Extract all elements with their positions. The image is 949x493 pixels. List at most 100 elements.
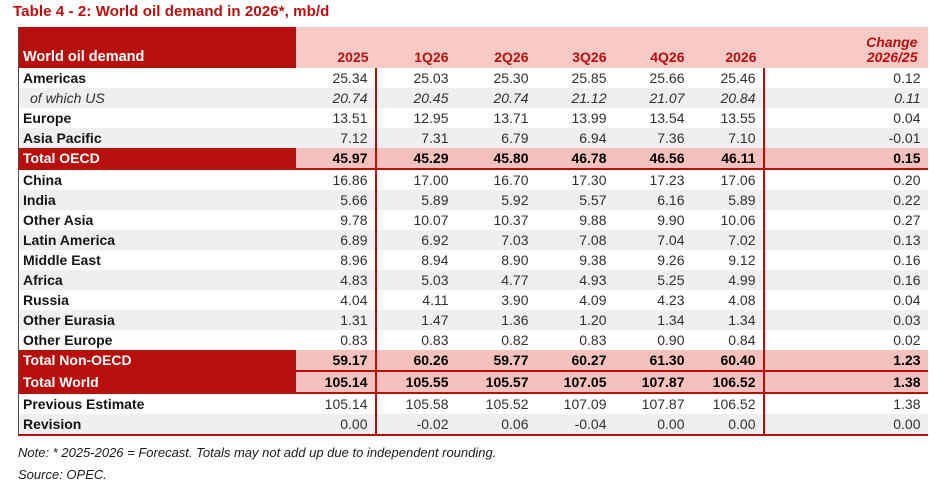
value-cell: 4.99 (691, 270, 765, 290)
value-cell: 10.07 (413, 212, 449, 228)
value-cell: 17.06 (691, 169, 765, 190)
column-header-3q26: 3Q26 (535, 27, 614, 68)
value-cell: 7.10 (691, 128, 765, 148)
value-cell: 3.90 (501, 292, 529, 308)
value-cell: 7.12 (295, 128, 377, 148)
value-cell: 45.80 (455, 148, 536, 170)
row-label: Revision (23, 416, 82, 432)
value-cell: 5.57 (579, 192, 607, 208)
table-row-other-eurasia: Other Eurasia 1.31 1.47 1.36 1.20 1.34 1.34 0.0… (18, 310, 928, 330)
value-cell: 0.15 (763, 148, 928, 170)
value-cell: 7.04 (657, 232, 685, 248)
value-cell: 1.36 (501, 312, 529, 328)
value-cell: 59.77 (455, 350, 536, 372)
footnote-note: Note: * 2025-2026 = Forecast. Totals may… (18, 445, 497, 460)
row-label: of which US (30, 90, 105, 106)
value-cell: 105.14 (295, 371, 377, 394)
value-cell: 16.70 (493, 172, 529, 188)
value-cell: 10.37 (493, 212, 529, 228)
value-cell: 1.38 (763, 371, 928, 394)
table-row-total-oecd: Total OECD 45.97 45.29 45.80 46.78 46.56 46.11… (18, 148, 928, 170)
table-row-middle-east: Middle East 8.96 8.94 8.90 9.38 9.26 9.12 0.16 (18, 250, 928, 270)
value-cell: 0.22 (893, 192, 921, 208)
value-cell: 9.78 (295, 210, 377, 230)
value-cell: 0.00 (893, 416, 921, 432)
value-cell: 7.03 (501, 232, 529, 248)
value-cell: 105.14 (295, 393, 377, 414)
value-cell: 1.23 (763, 350, 928, 372)
value-cell: 17.30 (571, 172, 607, 188)
value-cell: 46.56 (613, 148, 692, 170)
value-cell: 107.09 (563, 396, 607, 412)
column-header-2q26: 2Q26 (455, 27, 536, 68)
value-cell: 10.06 (691, 210, 765, 230)
value-cell: 0.82 (501, 332, 529, 348)
value-cell: 60.27 (535, 350, 614, 372)
value-cell: 1.34 (691, 310, 765, 330)
value-cell: 21.07 (649, 90, 685, 106)
value-cell: 25.34 (295, 68, 377, 88)
value-cell: 107.05 (535, 371, 614, 394)
world-oil-demand-table: World oil demand 2025 1Q26 2Q26 3Q26 4Q2… (18, 27, 928, 436)
table-row-total-non-oecd: Total Non-OECD 59.17 60.26 59.77 60.27 61.30 6… (18, 350, 928, 372)
value-cell: 0.02 (893, 332, 921, 348)
value-cell: 9.38 (579, 252, 607, 268)
value-cell: 0.04 (893, 292, 921, 308)
value-cell: 1.34 (657, 312, 685, 328)
value-cell: 4.93 (579, 272, 607, 288)
table-header-row: World oil demand 2025 1Q26 2Q26 3Q26 4Q2… (18, 27, 928, 68)
value-cell: 6.16 (657, 192, 685, 208)
value-cell: 8.90 (501, 252, 529, 268)
value-cell: 0.83 (295, 330, 377, 350)
table-row-china: China 16.86 17.00 16.70 17.30 17.23 17.06 0.20 (18, 169, 928, 190)
value-cell: 5.03 (421, 272, 449, 288)
table-row-india: India 5.66 5.89 5.92 5.57 6.16 5.89 0.22 (18, 190, 928, 210)
value-cell: 0.13 (893, 232, 921, 248)
value-cell: 6.92 (421, 232, 449, 248)
column-header-change: Change 2026/25 (763, 27, 928, 68)
value-cell: 20.45 (413, 90, 449, 106)
value-cell: 105.52 (485, 396, 529, 412)
value-cell: 5.89 (691, 190, 765, 210)
value-cell: 13.71 (493, 110, 529, 126)
value-cell: 8.94 (421, 252, 449, 268)
value-cell: 5.66 (295, 190, 377, 210)
value-cell: 13.55 (691, 108, 765, 128)
value-cell: 4.77 (501, 272, 529, 288)
row-label: Other Eurasia (23, 312, 115, 328)
value-cell: 4.09 (579, 292, 607, 308)
column-header-1q26: 1Q26 (375, 27, 456, 68)
value-cell: 1.38 (893, 396, 921, 412)
value-cell: 25.46 (691, 68, 765, 88)
table-row-americas: Americas 25.34 25.03 25.30 25.85 25.66 25.46 0.… (18, 68, 928, 88)
value-cell: 7.31 (421, 130, 449, 146)
value-cell: 0.83 (421, 332, 449, 348)
row-label: Americas (23, 70, 87, 86)
value-cell: 0.06 (501, 416, 529, 432)
table-row-africa: Africa 4.83 5.03 4.77 4.93 5.25 4.99 0.16 (18, 270, 928, 290)
value-cell: 16.86 (295, 169, 377, 190)
row-label: Russia (23, 292, 69, 308)
value-cell: 17.23 (649, 172, 685, 188)
value-cell: 25.66 (649, 70, 685, 86)
column-header-4q26: 4Q26 (613, 27, 692, 68)
value-cell: 4.08 (691, 290, 765, 310)
value-cell: 46.78 (535, 148, 614, 170)
value-cell: 7.08 (579, 232, 607, 248)
value-cell: 9.90 (657, 212, 685, 228)
table-row-previous-estimate: Previous Estimate 105.14 105.58 105.52 107.0… (18, 393, 928, 414)
value-cell: 20.74 (295, 88, 377, 108)
row-label: Other Europe (23, 332, 113, 348)
table-row-revision: Revision 0.00 -0.02 0.06 -0.04 0.00 0.00 0.00 (18, 414, 928, 435)
change-header-line2: 2026/25 (866, 49, 918, 65)
value-cell: 25.03 (413, 70, 449, 86)
value-cell: 105.55 (375, 371, 456, 394)
table-row-asia-pacific: Asia Pacific 7.12 7.31 6.79 6.94 7.36 7.10 -0.0… (18, 128, 928, 148)
value-cell: 20.84 (691, 88, 765, 108)
value-cell: 8.96 (295, 250, 377, 270)
value-cell: 4.83 (295, 270, 377, 290)
value-cell: 4.11 (422, 292, 449, 308)
value-cell: 20.74 (493, 90, 529, 106)
value-cell: 13.51 (295, 108, 377, 128)
value-cell: 0.00 (295, 414, 377, 435)
